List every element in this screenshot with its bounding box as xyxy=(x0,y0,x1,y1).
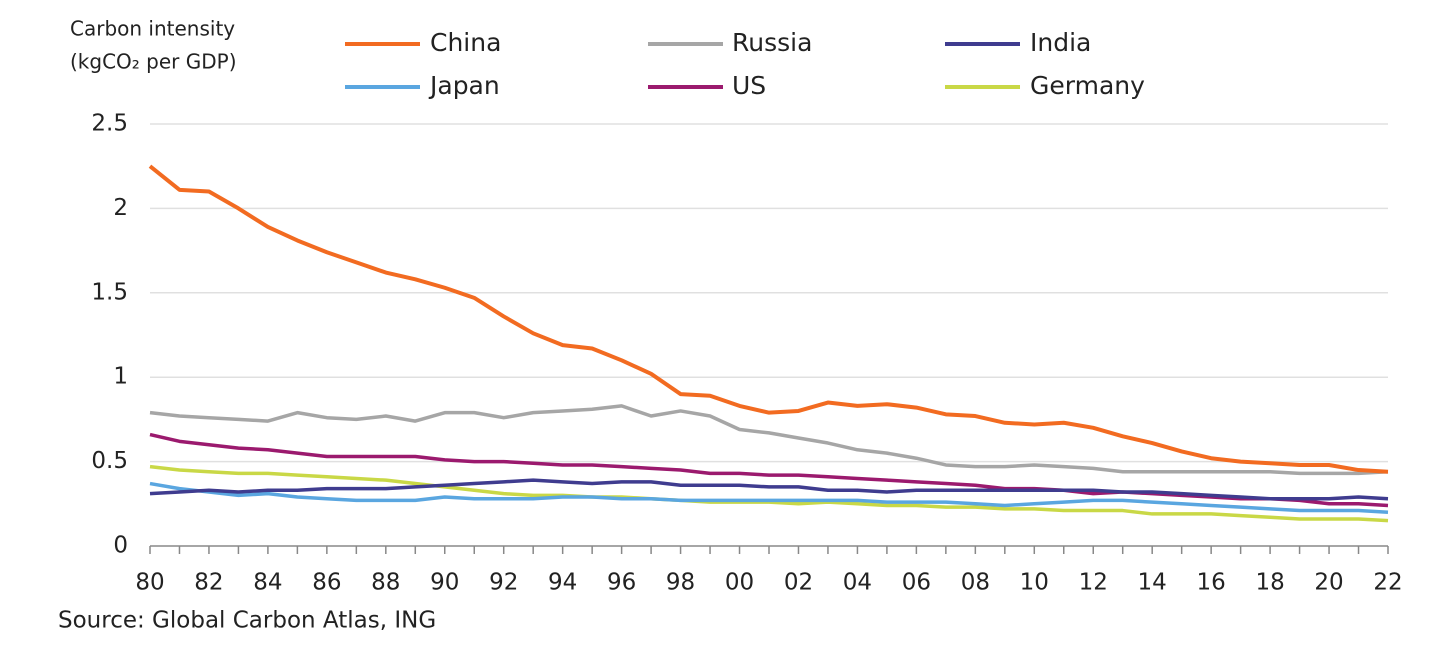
x-tick-label: 96 xyxy=(607,570,636,596)
x-tick-label: 12 xyxy=(1079,570,1108,596)
x-tick-label: 10 xyxy=(1020,570,1049,596)
line-series xyxy=(149,478,1389,501)
legend-label: China xyxy=(430,28,501,57)
legend-label: US xyxy=(732,71,766,100)
x-tick-label: 14 xyxy=(1138,570,1167,596)
y-tick-label: 2.5 xyxy=(91,111,128,137)
y-tick-label: 0 xyxy=(113,533,128,559)
x-tick-label: 80 xyxy=(135,570,164,596)
source: Source: Global Carbon Atlas, ING xyxy=(58,608,436,634)
x-tick-label: 08 xyxy=(961,570,990,596)
axis-title: (kgCO₂ per GDP) xyxy=(70,50,237,74)
x-tick-label: 02 xyxy=(784,570,813,596)
x-tick-label: 84 xyxy=(253,570,282,596)
x-tick-label: 94 xyxy=(548,570,577,596)
y-tick-label: 1.5 xyxy=(91,279,128,305)
x-tick-label: 88 xyxy=(371,570,400,596)
line-series xyxy=(148,164,1389,474)
y-tick-label: 0.5 xyxy=(91,448,128,474)
x-tick-label: 20 xyxy=(1314,570,1343,596)
x-tick-label: 90 xyxy=(430,570,459,596)
legend-label: Japan xyxy=(428,71,500,100)
x-tick-label: 86 xyxy=(312,570,341,596)
x-tick-label: 04 xyxy=(843,570,872,596)
x-tick-label: 92 xyxy=(489,570,518,596)
legend-label: India xyxy=(1030,28,1091,57)
line-series xyxy=(149,404,1389,476)
x-tick-label: 22 xyxy=(1373,570,1402,596)
x-tick-label: 82 xyxy=(194,570,223,596)
x-tick-label: 06 xyxy=(902,570,931,596)
x-tick-label: 16 xyxy=(1197,570,1226,596)
line-series xyxy=(149,481,1389,514)
x-tick-label: 98 xyxy=(666,570,695,596)
y-tick-label: 1 xyxy=(113,364,128,390)
x-tick-label: 00 xyxy=(725,570,754,596)
axis-title: Carbon intensity xyxy=(70,17,235,41)
legend-label: Germany xyxy=(1030,71,1145,100)
x-tick-label: 18 xyxy=(1255,570,1284,596)
legend-label: Russia xyxy=(732,28,812,57)
y-tick-label: 2 xyxy=(113,195,128,221)
